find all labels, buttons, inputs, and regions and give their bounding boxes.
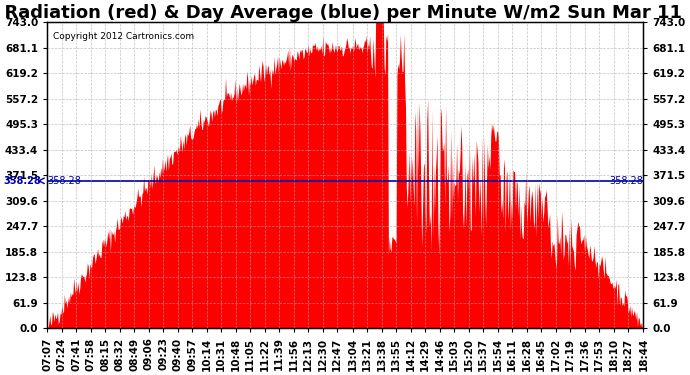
Text: 358.28: 358.28 [47,176,81,186]
Text: 358.28: 358.28 [609,176,644,186]
Text: Copyright 2012 Cartronics.com: Copyright 2012 Cartronics.com [53,32,195,40]
Title: Solar Radiation (red) & Day Average (blue) per Minute W/m2 Sun Mar 11 18:49: Solar Radiation (red) & Day Average (blu… [0,4,690,22]
Text: 358.28: 358.28 [3,176,41,186]
